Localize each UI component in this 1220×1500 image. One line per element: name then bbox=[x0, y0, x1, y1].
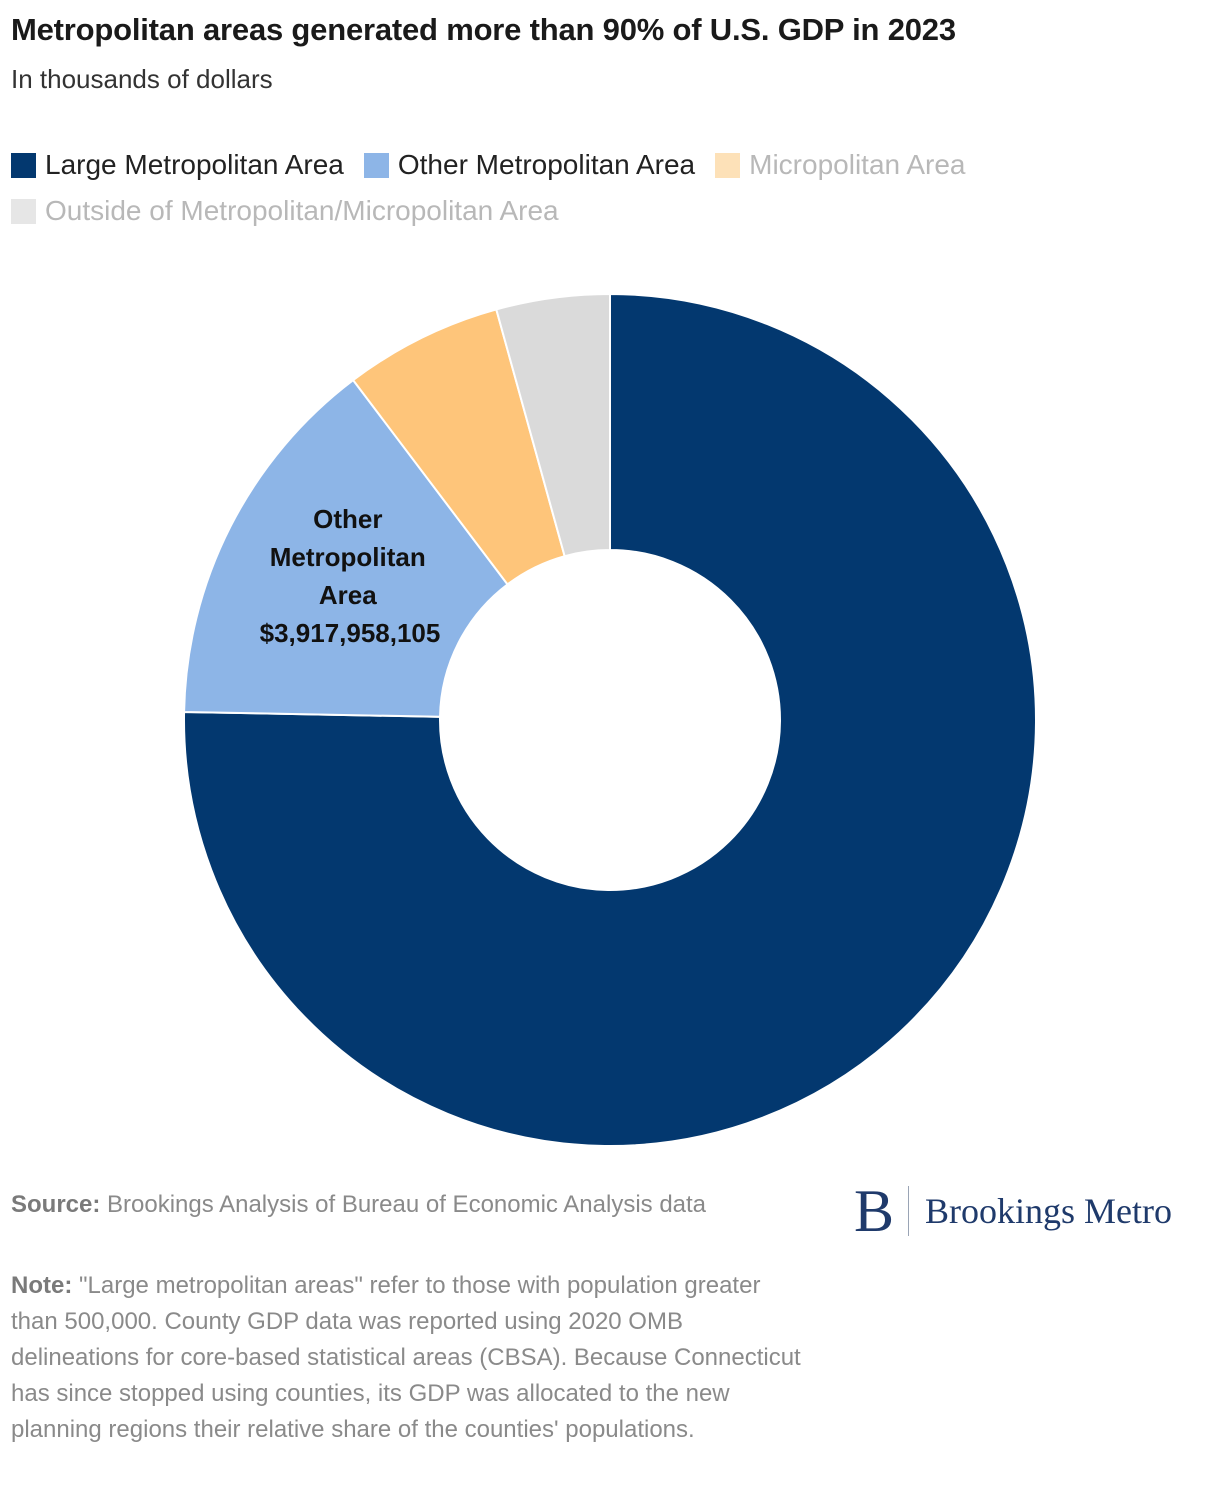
note-text: "Large metropolitan areas" refer to thos… bbox=[11, 1272, 801, 1443]
donut-slice-outside-of-metropolitan-micropolitan-area[interactable] bbox=[495, 292, 611, 558]
slice-label-other-metropolitan-area: Other Metropolitan Area $3,917,958,105 bbox=[260, 504, 441, 648]
source-note: Source: Brookings Analysis of Bureau of … bbox=[11, 1187, 811, 1223]
logo-text: Brookings Metro bbox=[925, 1191, 1173, 1231]
legend-label-micropolitan-area: Micropolitan Area bbox=[749, 149, 966, 180]
slice-label-line-2: Metropolitan bbox=[270, 542, 426, 572]
legend-item-other-metropolitan-area[interactable]: Other Metropolitan Area bbox=[363, 148, 696, 182]
slice-label-value: $3,917,958,105 bbox=[260, 618, 441, 648]
legend-label-large-metropolitan-area: Large Metropolitan Area bbox=[45, 149, 344, 180]
legend-item-outside-area[interactable]: Outside of Metropolitan/Micropolitan Are… bbox=[11, 194, 559, 228]
note-label: Note: bbox=[11, 1272, 73, 1299]
slices-layer bbox=[183, 292, 1037, 1147]
legend-label-outside-area: Outside of Metropolitan/Micropolitan Are… bbox=[45, 195, 559, 226]
chart-subtitle: In thousands of dollars bbox=[11, 64, 273, 94]
donut-slice-other-metropolitan-area[interactable] bbox=[183, 378, 509, 718]
legend-swatch-micropolitan-area bbox=[715, 152, 741, 178]
legend-item-large-metropolitan-area[interactable]: Large Metropolitan Area bbox=[11, 148, 344, 182]
source-text: Brookings Analysis of Bureau of Economic… bbox=[107, 1191, 707, 1218]
legend-item-micropolitan-area[interactable]: Micropolitan Area bbox=[715, 148, 965, 182]
logo-divider bbox=[908, 1186, 910, 1236]
source-label: Source: bbox=[11, 1191, 101, 1218]
brookings-metro-logo: B Brookings Metro bbox=[854, 1180, 1172, 1242]
legend-label-other-metropolitan-area: Other Metropolitan Area bbox=[397, 149, 696, 180]
slice-label-line-3: Area bbox=[319, 580, 377, 610]
donut-slice-large-metropolitan-area[interactable] bbox=[183, 292, 1037, 1147]
legend-swatch-large-metropolitan-area bbox=[11, 152, 36, 178]
logo-mark: B bbox=[854, 1178, 895, 1244]
chart-title: Metropolitan areas generated more than 9… bbox=[11, 12, 956, 47]
donut-chart: Other Metropolitan Area $3,917,958,105 bbox=[183, 292, 1037, 1147]
slice-label-line-1: Other bbox=[313, 504, 382, 534]
legend-swatch-outside-area bbox=[11, 198, 36, 224]
legend: Large Metropolitan Area Other Metropolit… bbox=[11, 148, 1171, 228]
methodology-note: Note: "Large metropolitan areas" refer t… bbox=[11, 1268, 811, 1448]
legend-swatch-other-metropolitan-area bbox=[363, 152, 389, 178]
